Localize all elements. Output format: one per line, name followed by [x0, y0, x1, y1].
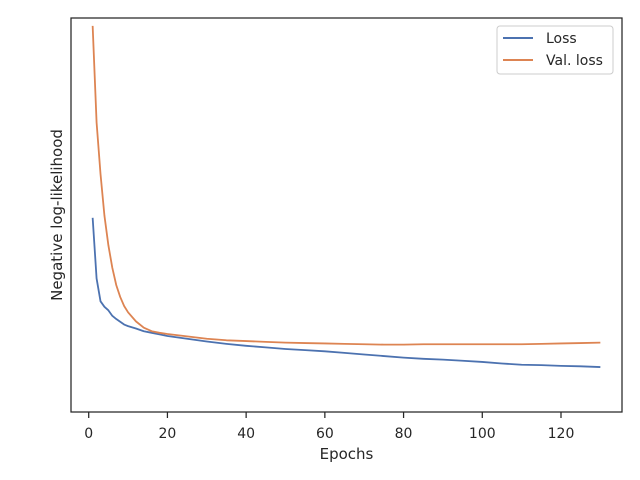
x-tick-label: 120 [548, 426, 575, 442]
series-lines [91, 25, 601, 368]
x-axis: 0 20 40 60 80 100 120 [84, 412, 574, 442]
x-tick-label: 60 [316, 426, 334, 442]
legend-label-val-loss: Val. loss [546, 53, 603, 69]
legend: Loss Val. loss [496, 25, 614, 75]
x-tick-label: 20 [159, 426, 177, 442]
x-tick-label: 40 [237, 426, 255, 442]
series-line-loss [91, 217, 601, 368]
series-line-val-loss [91, 25, 601, 346]
x-axis-label: Epochs [320, 445, 374, 463]
x-tick-label: 0 [84, 426, 93, 442]
plot-frame [70, 17, 623, 413]
legend-label-loss: Loss [546, 31, 577, 47]
x-tick-label: 80 [395, 426, 413, 442]
y-axis-label: Negative log-likelihood [48, 129, 66, 301]
x-tick-label: 100 [469, 426, 496, 442]
